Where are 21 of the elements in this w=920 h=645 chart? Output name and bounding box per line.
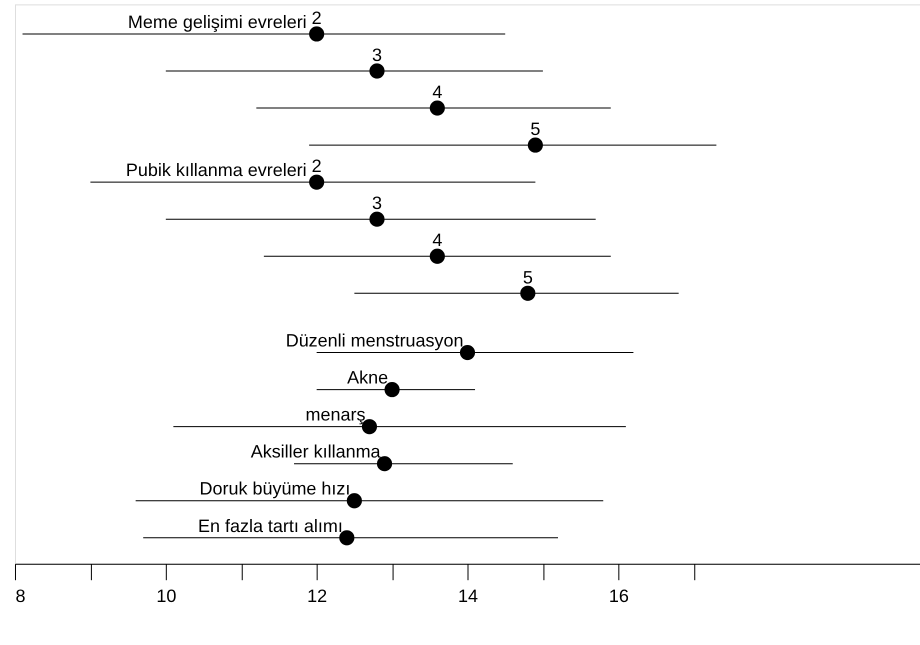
y-tick-label: En fazla tartı alımı xyxy=(198,516,343,536)
annotation: 3 xyxy=(372,45,382,66)
annotation: 2 xyxy=(312,8,322,28)
x-tick-label: 12 xyxy=(307,586,328,606)
annotation: 3 xyxy=(372,193,382,214)
y-tick-label: Düzenli menstruasyon xyxy=(286,330,464,351)
y-tick-label: menarş xyxy=(306,404,366,425)
annotation: 2 xyxy=(312,156,322,176)
x-tick-label: 16 xyxy=(608,586,629,606)
annotation: Meme gelişimi evreleri xyxy=(128,12,307,32)
annotation: 5 xyxy=(522,267,533,288)
annotation: 5 xyxy=(530,119,540,140)
annotation: 4 xyxy=(432,82,442,102)
annotation: Pubik kıllanma evreleri xyxy=(126,160,307,180)
annotation: 4 xyxy=(432,230,442,250)
x-tick-label: 8 xyxy=(15,586,26,606)
y-tick-label: Doruk büyüme hızı xyxy=(200,478,350,499)
x-tick-label: 10 xyxy=(156,586,176,606)
x-tick-label: 14 xyxy=(458,586,478,606)
y-tick-label: Akne xyxy=(347,368,388,388)
y-tick-label: Aksiller kıllanma xyxy=(250,442,381,462)
